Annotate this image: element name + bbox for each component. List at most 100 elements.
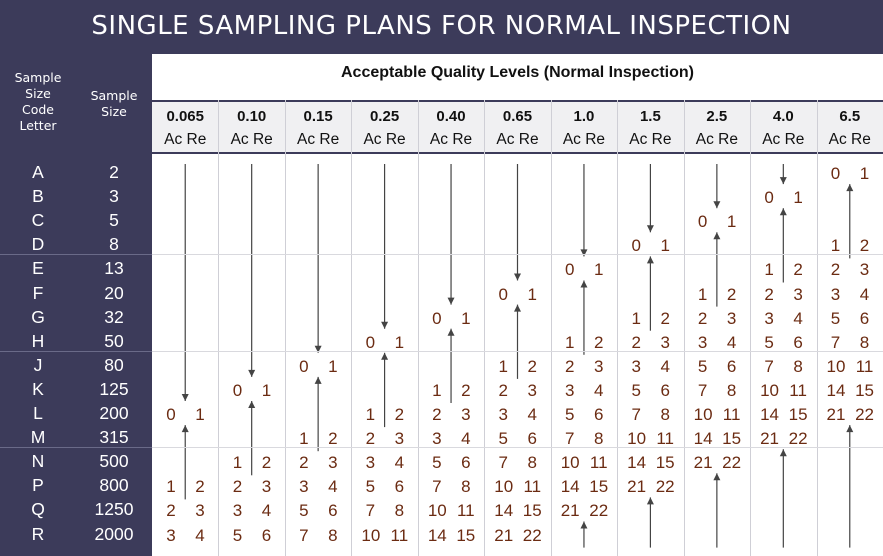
re-value: 3 (593, 356, 604, 376)
re-value: 4 (195, 525, 205, 545)
ac-value: 7 (631, 405, 641, 424)
re-value: 1 (726, 212, 737, 232)
ac-value: 3 (697, 332, 708, 352)
ac-value: 0 (166, 405, 176, 424)
arrow-down (514, 164, 521, 281)
table-cell: 14 15 (617, 451, 683, 475)
ac-value: 0 (697, 212, 708, 232)
aql-column-header: 0.25 Ac Re (351, 102, 417, 152)
re-value: 2 (660, 308, 670, 328)
arrow-up (646, 256, 654, 331)
ac-value: 3 (365, 453, 376, 473)
re-value: 1 (527, 284, 537, 304)
ac-value: 1 (432, 380, 442, 400)
ac-value: 1 (697, 284, 708, 304)
ac-value: 2 (166, 501, 176, 521)
re-value: 15 (722, 429, 742, 449)
ac-value: 10 (760, 380, 779, 400)
re-value: 1 (461, 308, 471, 328)
code-letter: Q (31, 499, 45, 520)
aql-column-header: 0.15 Ac Re (285, 102, 351, 152)
re-value: 3 (261, 477, 272, 497)
aql-level-label: 0.25 (369, 108, 400, 125)
ac-value: 7 (697, 380, 708, 400)
ac-value: 7 (299, 525, 309, 545)
ac-re-label: Ac Re (828, 131, 871, 148)
ac-value: 10 (494, 477, 514, 497)
table-cell: 14 15 (817, 379, 883, 403)
aql-column-header: 0.65 Ac Re (484, 102, 550, 152)
sample-size: 125 (99, 378, 129, 399)
re-value: 2 (726, 284, 737, 304)
ac-value: 2 (365, 429, 376, 449)
re-value: 4 (461, 429, 471, 449)
arrow-down (713, 164, 721, 209)
sample-size: 800 (99, 475, 129, 496)
arrow-up (846, 184, 854, 259)
left-row-divider (0, 254, 152, 256)
re-value: 1 (859, 164, 870, 183)
ac-value: 10 (627, 429, 647, 449)
re-value: 4 (660, 356, 670, 376)
ac-value: 0 (498, 284, 508, 304)
re-value: 2 (593, 332, 604, 352)
sample-size: 2 (109, 162, 119, 182)
re-value: 6 (394, 477, 405, 497)
re-value: 2 (527, 356, 537, 376)
code-letter: H (31, 330, 45, 351)
table-cell: 21 22 (484, 524, 550, 548)
table-cell: 10 11 (617, 427, 683, 451)
re-value: 11 (390, 525, 409, 545)
code-letter: K (32, 378, 44, 399)
re-value: 4 (394, 453, 405, 473)
aql-level-label: 1.0 (573, 108, 595, 125)
code-letter: A (32, 162, 44, 182)
arrow-up (846, 425, 854, 548)
re-value: 11 (656, 429, 674, 449)
ac-value: 1 (498, 356, 508, 376)
code-letter: M (30, 427, 46, 448)
left-row-divider (0, 350, 152, 352)
ac-value: 14 (427, 525, 447, 545)
sample-size: 13 (104, 258, 124, 279)
re-value: 15 (655, 453, 675, 473)
sample-size-column: 2 3 5 8 13 20 32 50 80 125 200 315 500 800 1250 2000 (76, 154, 152, 556)
aql-column-header: 4.0 Ac Re (750, 102, 816, 152)
aql-level-label: 0.40 (436, 108, 466, 125)
re-value: 4 (328, 477, 338, 497)
ac-value: 0 (764, 188, 774, 208)
re-value: 4 (527, 405, 537, 424)
re-value: 6 (328, 501, 338, 521)
re-value: 3 (859, 260, 870, 280)
sample-size: 5 (109, 210, 119, 231)
left-row-divider (0, 447, 152, 449)
re-value: 4 (793, 308, 803, 328)
table-cell: 14 15 (484, 499, 550, 523)
code-letter-header-line: Sample (14, 70, 62, 85)
sample-size: 50 (104, 330, 124, 351)
arrow-down (447, 164, 455, 305)
ac-value: 3 (232, 501, 243, 521)
ac-value: 5 (564, 405, 575, 424)
re-value: 15 (456, 525, 476, 545)
ac-value: 21 (560, 501, 580, 521)
